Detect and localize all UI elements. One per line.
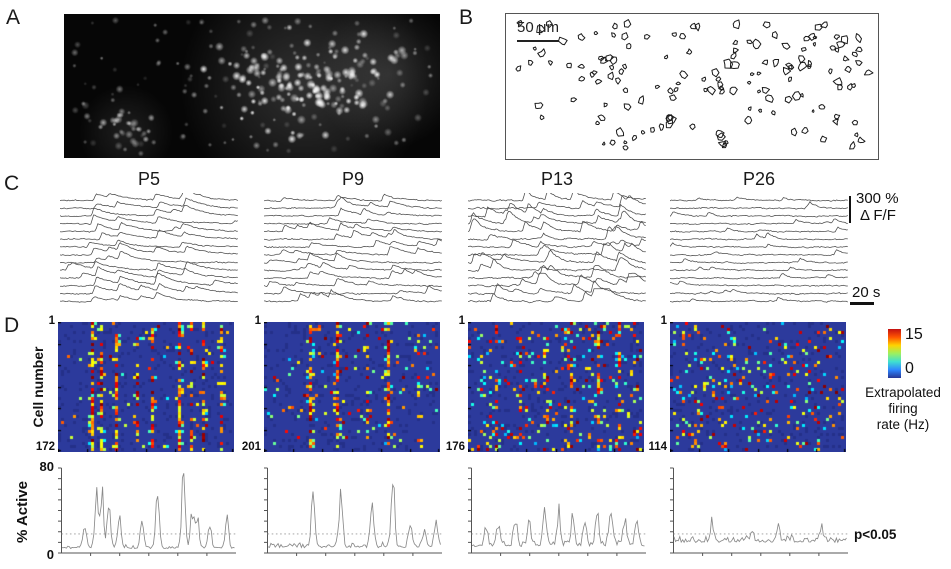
time-scalebar-label: 20 s	[852, 284, 881, 301]
amplitude-scalebar-value: 300 %	[856, 190, 899, 207]
colorbar-min-label: 0	[905, 360, 914, 377]
y-axis-max-label: 80	[39, 459, 54, 474]
panel-b-label: B	[459, 6, 474, 29]
heatmap-last-cell-label: 176	[445, 441, 465, 453]
y-axis-min-label: 0	[46, 547, 54, 562]
amplitude-scalebar-unit: Δ F/F	[860, 207, 896, 224]
heatmap-first-cell-label: 1	[254, 315, 261, 327]
colorbar	[888, 329, 901, 378]
significance-label: p<0.05	[854, 527, 897, 542]
panel-a-label: A	[6, 6, 21, 29]
heatmap-first-cell-label: 1	[660, 315, 667, 327]
active-plot-p13	[468, 467, 646, 556]
heatmap-last-cell-label: 114	[648, 441, 667, 453]
cell-number-axis-label: Cell number	[30, 346, 46, 428]
raster-heatmap-p13	[468, 322, 644, 452]
time-scalebar-line	[850, 302, 874, 305]
trace-title-p26: P26	[742, 169, 776, 189]
active-plot-p26	[670, 467, 848, 556]
calcium-traces-p13	[468, 193, 646, 304]
colorbar-caption-line: Extrapolated	[865, 385, 941, 400]
calcium-traces-p5	[60, 193, 238, 303]
panel-c-label: C	[4, 172, 20, 195]
heatmap-last-cell-label: 172	[35, 441, 55, 453]
colorbar-caption-line: rate (Hz)	[876, 417, 930, 432]
colorbar-caption: Extrapolated firing rate (Hz)	[855, 385, 951, 433]
calcium-traces-p9	[264, 193, 442, 303]
trace-title-p9: P9	[341, 169, 365, 189]
raster-heatmap-p9	[264, 322, 440, 452]
heatmap-first-cell-label: 1	[458, 315, 465, 327]
percent-active-axis-label: % Active	[14, 481, 31, 543]
heatmap-first-cell-label: 1	[48, 315, 55, 327]
raster-heatmap-p26	[670, 322, 846, 452]
trace-title-p13: P13	[540, 169, 574, 189]
scalebar-line	[517, 40, 559, 42]
raster-heatmap-p5	[58, 322, 234, 452]
active-plot-p9	[264, 467, 442, 556]
cell-outline-map	[505, 13, 879, 160]
amplitude-scalebar-line	[849, 196, 851, 223]
active-plot-p5	[58, 467, 236, 556]
panel-d-label: D	[4, 314, 20, 337]
fluorescence-image	[64, 14, 440, 158]
calcium-traces-p26	[670, 196, 848, 303]
scalebar-label: 50 μm	[517, 19, 559, 36]
heatmap-last-cell-label: 201	[241, 441, 261, 453]
colorbar-max-label: 15	[905, 326, 923, 343]
trace-title-p5: P5	[137, 169, 161, 189]
colorbar-caption-line: firing	[888, 401, 918, 416]
